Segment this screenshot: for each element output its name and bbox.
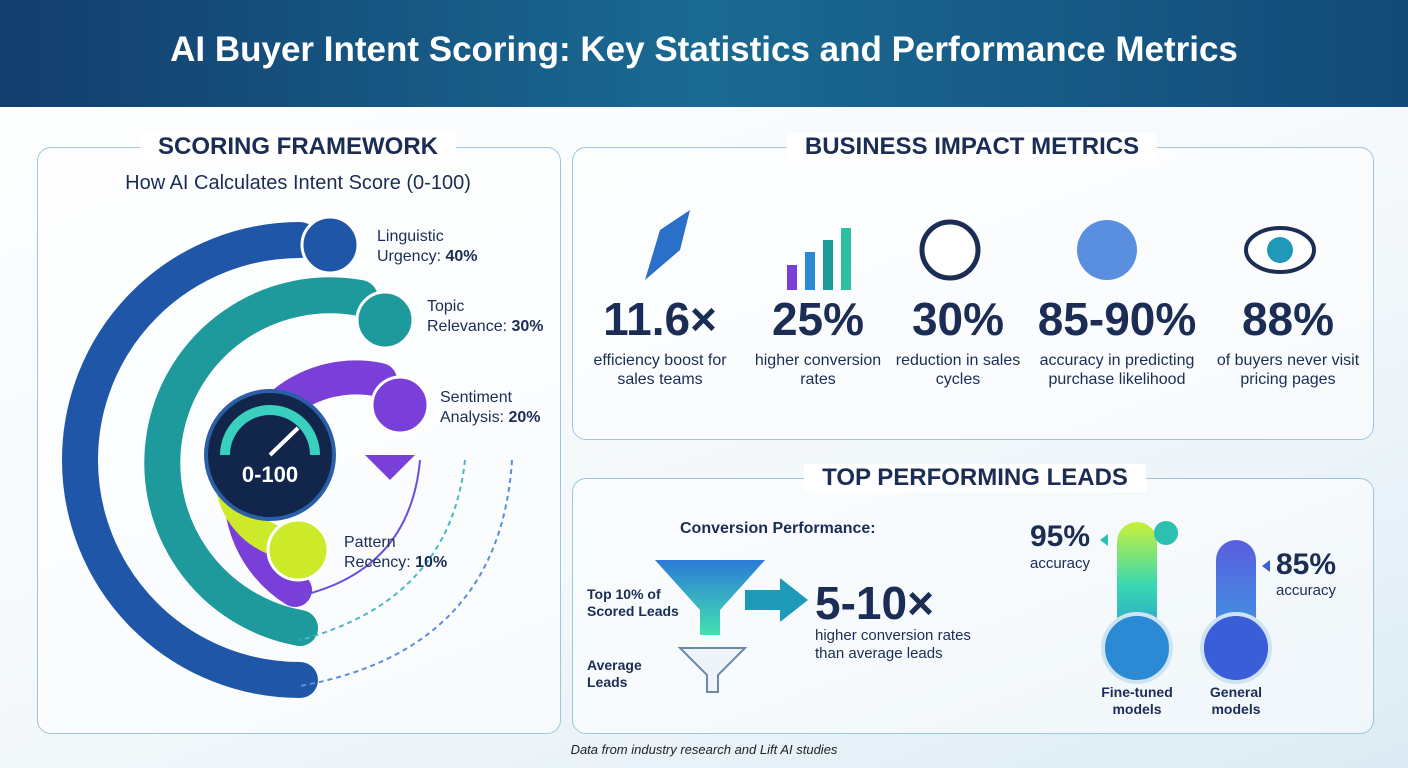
factor-name: Topic Relevance: xyxy=(427,298,508,335)
factor: Pattern Recency: 10% xyxy=(344,533,464,573)
factor-weight: 20% xyxy=(508,409,541,426)
metric-label: efficiency boost for sales teams xyxy=(593,352,727,388)
gauge-dial xyxy=(220,405,320,456)
flow-line xyxy=(299,459,513,687)
header-bar xyxy=(0,0,1408,107)
arc-topic xyxy=(144,277,378,646)
gauge-label: 0-100 xyxy=(241,462,299,487)
metric-value: 11.6× xyxy=(603,293,717,345)
gauge-needle xyxy=(268,426,300,457)
icon-crystal-ball xyxy=(1077,220,1137,280)
model-name: Fine-tuned models xyxy=(1101,684,1173,717)
thermo-bulb xyxy=(1200,612,1272,684)
thermo-bulb xyxy=(1101,612,1173,684)
metric-value: 25% xyxy=(771,293,865,345)
icon-topic xyxy=(355,290,415,350)
section-heading: SCORING FRAMEWORK xyxy=(140,133,456,161)
icon-sentiment xyxy=(370,375,430,435)
factor-name: Pattern Recency: xyxy=(344,534,411,571)
top-label: Top 10% of Scored Leads xyxy=(587,586,679,619)
icon-stopwatch xyxy=(919,219,981,281)
factor: Topic Relevance: 30% xyxy=(427,297,547,337)
arrow xyxy=(745,578,808,622)
accuracy-label: accuracy xyxy=(1030,555,1091,572)
pointer xyxy=(1262,560,1270,572)
flow-line xyxy=(299,459,421,597)
icon-rocket xyxy=(645,210,690,280)
factor-name: Linguistic Urgency: xyxy=(377,228,444,265)
factor: Linguistic Urgency: 40% xyxy=(377,227,497,267)
metric-label: higher conversion rates xyxy=(754,352,882,388)
title: AI Buyer Intent Scoring: Key Statistics … xyxy=(170,30,1238,69)
flow-line xyxy=(299,459,466,641)
factor-weight: 30% xyxy=(511,318,544,335)
factor-name: Sentiment Analysis: xyxy=(440,389,513,426)
icon-pattern xyxy=(266,518,330,582)
icon-bars xyxy=(841,228,851,290)
multiplier: 5-10× xyxy=(815,577,934,629)
subtitle: How AI Calculates Intent Score (0-100) xyxy=(125,172,471,194)
check xyxy=(1154,521,1178,545)
metric-label: reduction in sales cycles xyxy=(895,352,1021,388)
factor: Sentiment Analysis: 20% xyxy=(440,388,560,428)
funnel-top xyxy=(655,560,765,635)
metric-label: accuracy in predicting purchase likeliho… xyxy=(1039,352,1195,388)
source-note: Data from industry research and Lift AI … xyxy=(570,742,838,757)
metric-value: 88% xyxy=(1241,293,1335,345)
funnel-average xyxy=(677,647,748,693)
section-heading: BUSINESS IMPACT METRICS xyxy=(786,133,1158,161)
arrow-head xyxy=(365,455,415,480)
pointer xyxy=(1100,534,1108,546)
model-accuracy: 95% xyxy=(1030,520,1091,553)
conversion-title: Conversion Performance: xyxy=(680,520,876,537)
factor-weight: 40% xyxy=(445,248,478,265)
model-accuracy: 85% xyxy=(1276,548,1337,581)
icon-bars xyxy=(805,252,815,290)
icon-bars xyxy=(787,265,797,290)
section-heading: TOP PERFORMING LEADS xyxy=(804,464,1146,492)
average-label: Average Leads xyxy=(587,657,642,690)
multiplier-label: higher conversion rates than average lea… xyxy=(815,627,971,662)
factor-weight: 10% xyxy=(415,554,448,571)
icon-linguistic xyxy=(300,215,360,275)
metric-value: 30% xyxy=(911,293,1005,345)
accuracy-label: accuracy xyxy=(1276,582,1337,599)
metric-label: of buyers never visit pricing pages xyxy=(1216,352,1360,388)
metric-value: 85-90% xyxy=(1037,293,1197,345)
icon-eye xyxy=(1267,237,1293,263)
model-name: General models xyxy=(1209,684,1263,717)
icon-bars xyxy=(823,240,833,290)
arc-linguistic xyxy=(62,222,318,698)
